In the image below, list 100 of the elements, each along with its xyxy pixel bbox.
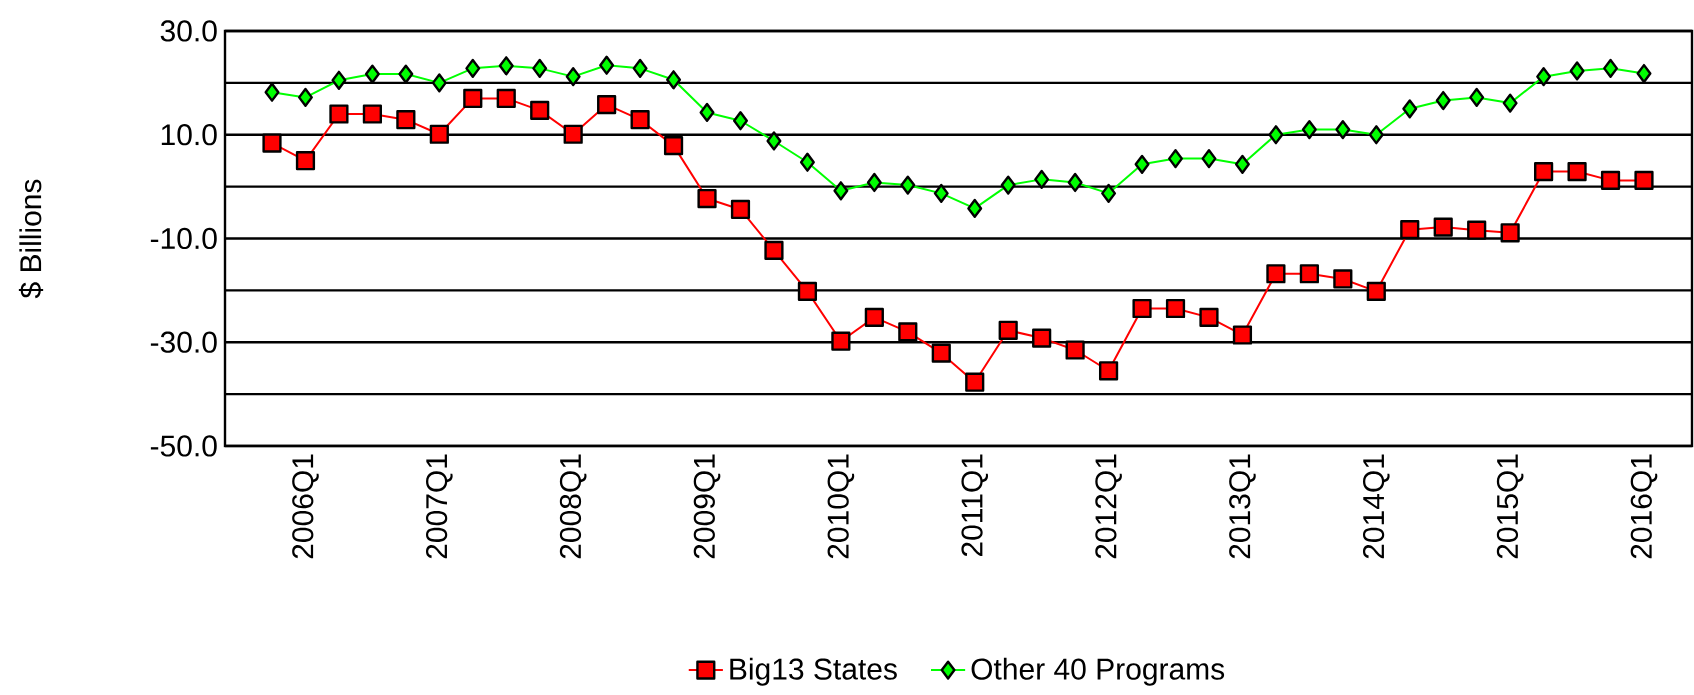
point xyxy=(295,151,316,171)
point xyxy=(1368,125,1384,145)
point xyxy=(429,124,449,144)
x-tick-label: 2012Q1 xyxy=(1095,454,1122,559)
point xyxy=(666,70,682,90)
point xyxy=(1032,328,1052,348)
y-tick-label: 30.0 xyxy=(160,20,217,42)
point xyxy=(1567,161,1587,182)
point xyxy=(900,175,916,195)
point xyxy=(1402,99,1418,119)
legend-label: Big13 States xyxy=(730,657,897,686)
point xyxy=(632,58,648,78)
x-tick-label: 2010Q1 xyxy=(827,454,855,559)
point xyxy=(864,307,884,327)
point xyxy=(498,56,514,76)
point xyxy=(766,131,782,151)
point xyxy=(597,95,617,115)
point xyxy=(1299,264,1319,284)
point xyxy=(331,70,347,90)
point xyxy=(1098,361,1119,381)
point xyxy=(1268,125,1284,145)
y-tick-label: -30.0 xyxy=(150,331,217,353)
x-tick-label: 2013Q1 xyxy=(1229,454,1256,559)
point xyxy=(264,82,280,102)
point xyxy=(530,100,550,120)
point xyxy=(532,58,548,78)
point xyxy=(1132,298,1152,319)
point xyxy=(866,172,882,193)
point xyxy=(630,110,650,130)
y-tick-label: 10.0 xyxy=(161,124,217,146)
x-tick-label: 2009Q1 xyxy=(693,454,721,559)
y-tick-label: -50.0 xyxy=(150,435,217,457)
point xyxy=(565,67,581,87)
point xyxy=(1435,90,1451,111)
point xyxy=(1634,170,1654,190)
x-tick-label: 2007Q1 xyxy=(426,454,453,559)
point xyxy=(1301,119,1317,140)
y-axis-title: $ Billions xyxy=(18,179,44,299)
point xyxy=(967,198,983,219)
x-tick-label: 2016Q1 xyxy=(1630,454,1658,559)
point xyxy=(831,331,851,351)
point xyxy=(1400,220,1420,240)
point xyxy=(1101,183,1117,203)
point xyxy=(1201,149,1217,169)
point xyxy=(398,64,414,84)
point xyxy=(1234,154,1250,174)
y-tick-label: -10.0 xyxy=(150,227,217,250)
point xyxy=(496,88,516,109)
point xyxy=(998,320,1018,340)
point xyxy=(699,102,715,123)
x-tick-label: 2006Q1 xyxy=(292,454,319,559)
point xyxy=(297,87,313,107)
point xyxy=(262,133,282,153)
point xyxy=(797,281,818,301)
x-tick-label: 2008Q1 xyxy=(559,454,587,559)
point xyxy=(1165,298,1186,319)
point xyxy=(1232,325,1253,345)
x-tick-label: 2011Q1 xyxy=(961,454,989,557)
point xyxy=(663,136,684,156)
point xyxy=(329,104,349,124)
point xyxy=(1134,154,1150,174)
point xyxy=(465,58,481,78)
point xyxy=(697,188,717,209)
point xyxy=(1536,67,1552,87)
point xyxy=(1469,87,1485,107)
point xyxy=(732,111,748,131)
point xyxy=(1433,217,1453,237)
point xyxy=(1603,58,1619,78)
point xyxy=(1199,307,1219,327)
point xyxy=(764,240,784,261)
point xyxy=(965,372,985,392)
point xyxy=(1168,149,1184,169)
point xyxy=(362,104,382,124)
point xyxy=(364,64,380,84)
point xyxy=(833,181,849,201)
legend-label: Other 40 Programs xyxy=(971,657,1225,686)
point xyxy=(1000,175,1016,195)
point xyxy=(1065,340,1085,360)
point xyxy=(1500,223,1520,243)
x-tick-label: 2014Q1 xyxy=(1362,454,1390,559)
point xyxy=(431,73,447,93)
point xyxy=(1366,281,1386,301)
point xyxy=(396,110,416,130)
point xyxy=(463,88,483,109)
point xyxy=(931,343,951,363)
point xyxy=(1467,220,1487,240)
point xyxy=(730,199,751,220)
point xyxy=(1534,161,1554,182)
point xyxy=(1600,170,1621,190)
point xyxy=(898,322,918,342)
point xyxy=(799,152,815,172)
x-tick-label: 2015Q1 xyxy=(1496,454,1524,559)
point xyxy=(599,55,615,75)
point xyxy=(1636,63,1652,84)
point xyxy=(933,183,949,203)
point xyxy=(563,124,583,144)
point xyxy=(1335,119,1351,140)
point xyxy=(1034,169,1050,189)
point xyxy=(1502,93,1518,113)
point xyxy=(1333,269,1353,289)
